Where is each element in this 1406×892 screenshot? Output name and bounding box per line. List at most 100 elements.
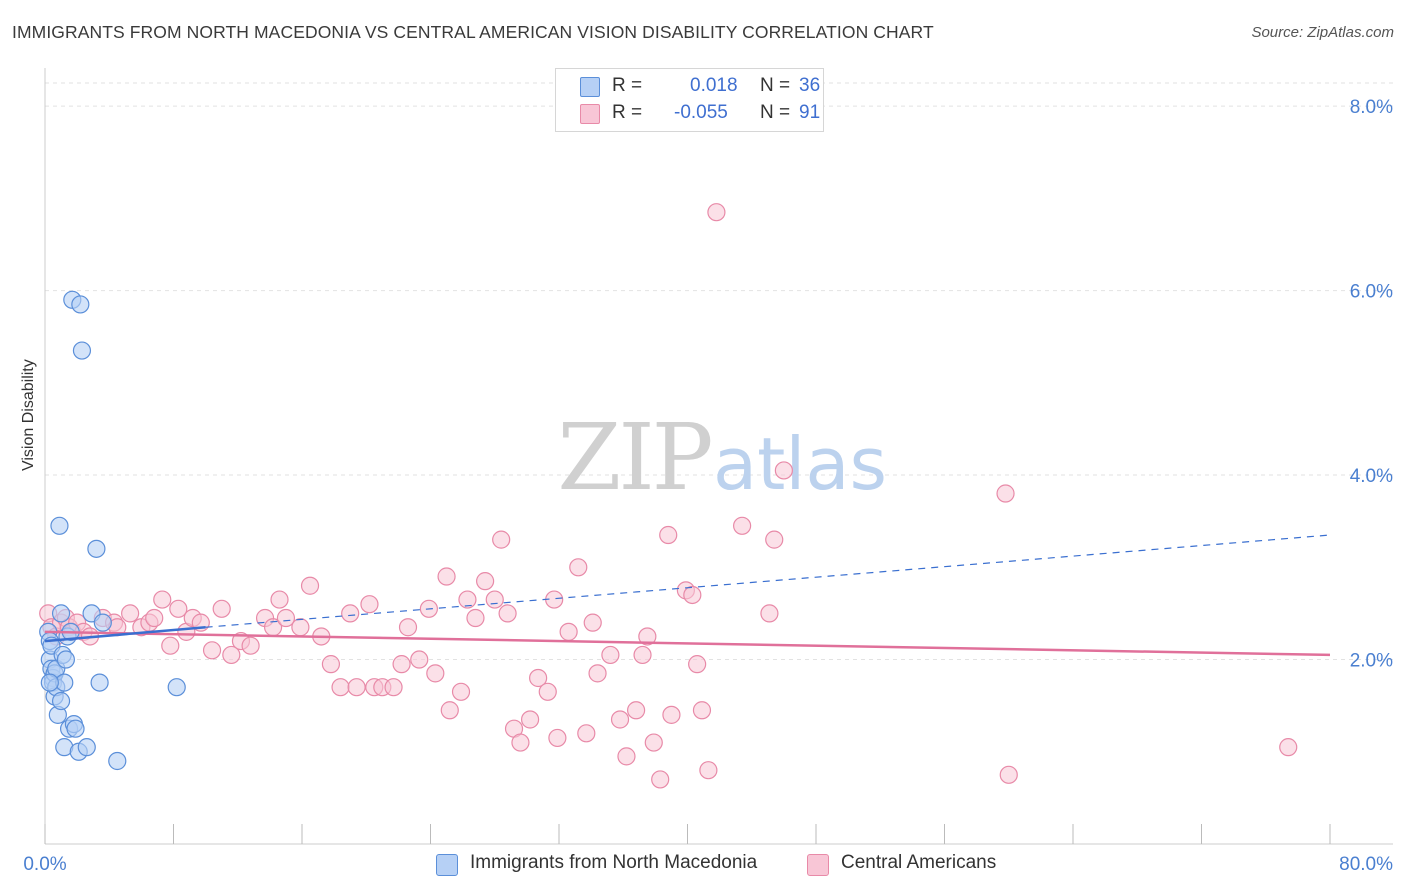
central-americans-point [760,604,779,623]
y-tick-label: 4.0% [1350,466,1393,487]
watermark-atlas: atlas [713,422,887,506]
central-americans-point [121,604,140,623]
central-americans-point [638,627,657,646]
central-americans-point [398,618,418,637]
central-americans-point [699,761,718,780]
central-americans-point [765,530,784,549]
central-americans-point [153,590,172,609]
central-americans-point [169,599,188,618]
y-axis-label: Vision Disability [20,359,37,471]
central-americans-point [588,664,607,683]
central-americans-point [498,604,517,623]
north-macedonia-point [72,341,92,360]
central-americans-point [426,664,445,683]
central-americans-point [644,733,663,752]
central-americans-point [485,590,504,609]
legend-r-value: -0.055 [674,102,728,123]
series-label: Immigrants from North Macedonia [470,852,758,873]
central-americans-point [996,484,1015,503]
legend-r-value: 0.018 [690,75,738,96]
legend-r-label: R = [612,75,643,96]
north-macedonia-trend-line-dashed [205,534,1331,628]
central-americans-point [440,701,459,720]
central-americans-point [466,608,485,628]
legend-swatch-blue [580,77,600,97]
y-tick-label: 6.0% [1350,282,1393,303]
north-macedonia-point [56,650,75,669]
central-americans-point [626,701,646,720]
north-macedonia-point [51,604,71,623]
central-americans-point [222,645,241,665]
central-americans-point [276,608,296,628]
central-americans-point [347,678,366,697]
north-macedonia-point [66,719,85,738]
axes [44,68,1393,845]
central-americans-point [410,650,429,669]
central-americans-point [437,567,456,586]
central-americans-point [529,668,548,688]
legend-n-label: N = [760,102,791,123]
central-americans-point [360,595,379,614]
central-americans-point [1279,738,1298,757]
north-macedonia-point [40,673,59,692]
central-americans-point [707,203,726,222]
central-americans-point [384,678,403,697]
central-americans-point [577,724,596,743]
chart-title: IMMIGRANTS FROM NORTH MACEDONIA VS CENTR… [12,22,934,42]
central-americans-point [331,678,350,697]
y-tick-label: 8.0% [1350,97,1393,118]
central-americans-point [145,608,164,628]
north-macedonia-point [71,295,90,314]
trend-lines [44,534,1331,657]
series-label: Central Americans [841,852,997,873]
central-americans-point [321,655,341,674]
central-americans-point [617,747,636,766]
central-americans-point [520,710,540,729]
central-americans-point [202,641,222,660]
central-americans-point [392,655,411,674]
source-credit: Source: ZipAtlas.com [1251,24,1394,41]
north-macedonia-point [51,691,71,711]
legend-n-value: 91 [799,102,821,123]
north-macedonia-point [90,673,109,692]
central-americans-point [601,645,620,665]
central-americans-point [492,530,511,549]
central-americans-point [270,590,289,609]
central-americans-point [733,516,752,535]
north-macedonia-points [39,290,186,771]
central-americans-point [212,599,231,618]
legend-r-label: R = [612,102,643,123]
central-americans-point [999,765,1018,784]
central-americans-point [241,636,260,655]
north-macedonia-point [87,539,106,558]
central-americans-point [774,461,793,480]
x-tick-label: 80.0% [1339,854,1393,875]
series-swatch-blue [436,854,458,876]
legend-n-value: 36 [799,75,821,96]
watermark-zip: ZIP [557,404,710,511]
central-americans-point [538,682,557,701]
central-americans-point [688,655,707,674]
legend-n-label: N = [760,75,791,96]
central-americans-point [291,618,310,637]
series-swatch-pink [807,854,829,876]
grid-lines [45,82,1393,661]
central-americans-point [548,728,567,748]
central-americans-point [633,645,652,665]
north-macedonia-point [77,738,96,757]
central-americans-point [511,733,530,752]
tick-labels: 2.0% 4.0% 6.0% 8.0% 0.0% 80.0% [23,97,1393,875]
central-americans-point [161,636,180,655]
north-macedonia-point [167,678,186,697]
y-tick-label: 2.0% [1350,651,1393,672]
north-macedonia-point [108,751,127,771]
central-americans-point [476,572,495,591]
north-macedonia-trend-line-solid [44,626,206,643]
north-macedonia-point [50,516,69,535]
central-americans-point [341,604,360,623]
stats-legend: R = 0.018 N = 36 R = -0.055 N = 91 [555,68,824,132]
legend-swatch-pink [580,104,600,124]
central-americans-point [569,558,588,577]
central-americans-trend-line [44,630,1331,657]
central-americans-point [300,576,320,595]
